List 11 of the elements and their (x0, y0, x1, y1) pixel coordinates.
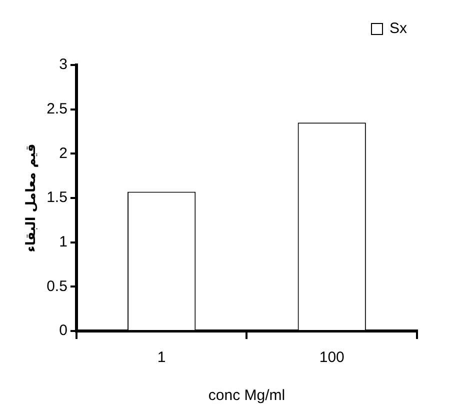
y-tick-label: 1.5 (46, 189, 68, 206)
text: Sx (389, 20, 407, 37)
y-tick-label: 3 (59, 56, 68, 74)
y-axis-title: قيم معامل البقاء (24, 144, 40, 252)
x-tick-label: 100 (319, 349, 344, 366)
y-tick-label: 0.5 (46, 278, 68, 295)
y-tick-label: 0 (59, 322, 68, 340)
y-tick-label: 1 (59, 233, 68, 250)
x-axis-title: conc Mg/ml (208, 387, 286, 404)
y-tick-label: 2.5 (46, 100, 68, 118)
y-tick-label: 2 (59, 144, 68, 162)
